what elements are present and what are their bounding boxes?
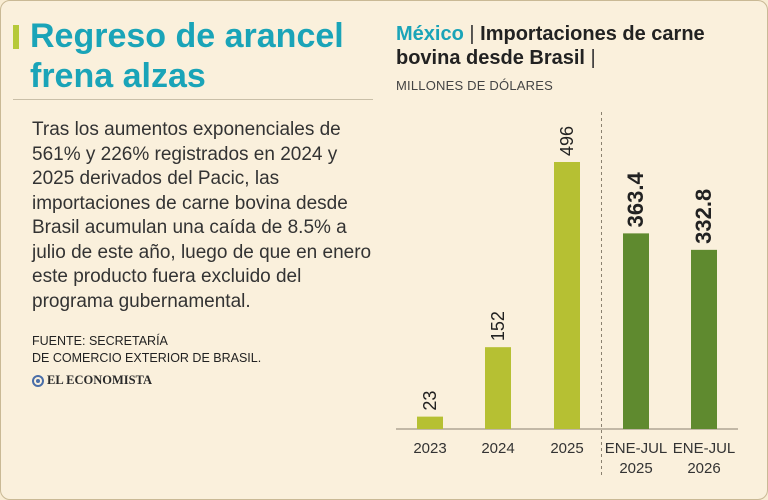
title-separator-end: | [590, 47, 596, 69]
source-line-2: DE COMERCIO EXTERIOR DE BRASIL. [32, 351, 262, 365]
value-label-2: 496 [557, 126, 577, 156]
bar-3 [623, 233, 649, 429]
category-label-4-1: 2026 [687, 460, 720, 477]
globe-icon [32, 374, 44, 387]
value-label-0: 23 [420, 391, 440, 411]
chart-title: México | Importaciones de carne bovina d… [396, 22, 756, 70]
category-label-1-0: 2024 [481, 440, 514, 457]
bar-0 [417, 416, 443, 429]
title-separator: | [469, 23, 481, 45]
brand-logo: EL ECONOMISTA [32, 373, 152, 388]
bar-1 [485, 347, 511, 429]
category-label-3-0: ENE-JUL [605, 440, 668, 457]
source-line-1: FUENTE: SECRETARÍA [32, 334, 168, 348]
category-label-0-0: 2023 [413, 440, 446, 457]
brand-name: EL ECONOMISTA [47, 373, 152, 387]
bar-2 [554, 162, 580, 429]
headline: Regreso de arancel frena alzas [30, 17, 344, 95]
headline-accent-bar [13, 25, 19, 49]
category-label-4-0: ENE-JUL [673, 440, 736, 457]
bar-4 [691, 249, 717, 429]
value-label-3: 363.4 [623, 172, 648, 228]
value-label-4: 332.8 [691, 189, 716, 244]
chart-title-country: México [396, 23, 464, 45]
chart-title-main: Importaciones de carne bovina desde Bras… [396, 23, 705, 69]
chart-subtitle: MILLONES DE DÓLARES [396, 78, 553, 93]
value-label-1: 152 [488, 311, 508, 341]
source-note: FUENTE: SECRETARÍA DE COMERCIO EXTERIOR … [32, 333, 332, 367]
category-label-3-1: 2025 [619, 460, 652, 477]
body-text: Tras los aumentos exponenciales de 561% … [32, 119, 372, 312]
category-label-2-0: 2025 [550, 440, 583, 457]
headline-divider [13, 99, 373, 100]
